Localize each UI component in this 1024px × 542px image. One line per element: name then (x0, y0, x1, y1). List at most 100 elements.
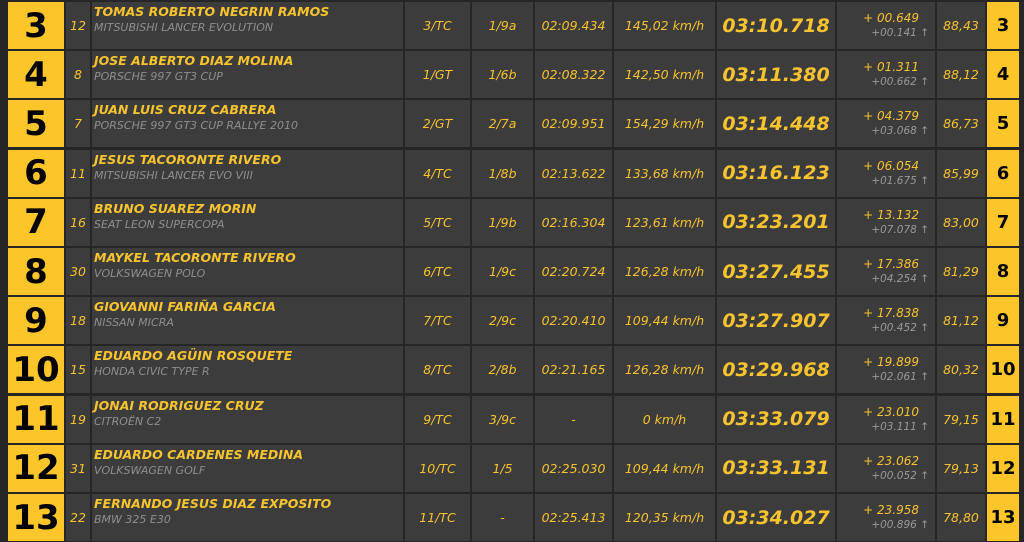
driver-name: EDUARDO CARDENES MEDINA (94, 446, 304, 462)
gap-to-leader: + 01.311 (863, 60, 919, 75)
gap-cell: + 17.838 +00.452 ↑ (837, 297, 935, 345)
crew-cell: FERNANDO JESUS DIAZ EXPOSITO BMW 325 E30 (92, 494, 403, 541)
position-badge: 12 (8, 444, 64, 492)
crew-cell: EDUARDO CARDENES MEDINA VOLKSWAGEN GOLF (92, 444, 403, 492)
position-badge: 9 (8, 297, 64, 345)
position-badge-right: 11 (987, 395, 1019, 443)
table-row: 6 11 JESUS TACORONTE RIVERO MITSUBISHI L… (0, 149, 1024, 197)
class-position: 6/TC (405, 248, 470, 295)
total-time: 03:10.718 (717, 2, 835, 49)
total-time: 03:29.968 (717, 346, 835, 394)
car-number: 16 (66, 198, 90, 246)
percentage: 79,13 (937, 444, 985, 492)
position-badge-right: 10 (987, 346, 1019, 394)
position-badge: 7 (8, 198, 64, 246)
percentage: 81,29 (937, 248, 985, 295)
driver-name: JESUS TACORONTE RIVERO (94, 151, 282, 167)
position-badge: 11 (8, 395, 64, 443)
crew-cell: EDUARDO AGÜIN ROSQUETE HONDA CIVIC TYPE … (92, 346, 403, 394)
group-position: 1/9b (472, 198, 533, 246)
gap-to-leader: + 17.386 (863, 257, 919, 271)
total-time: 03:27.455 (717, 248, 835, 295)
class-position: 7/TC (405, 297, 470, 345)
gap-to-previous: +00.052 ↑ (871, 469, 929, 482)
stage-time: 02:13.622 (535, 149, 612, 197)
crew-cell: TOMAS ROBERTO NEGRIN RAMOS MITSUBISHI LA… (92, 2, 403, 49)
gap-to-previous: +03.111 ↑ (871, 420, 929, 433)
stage-time: 02:20.724 (535, 248, 612, 295)
car-number: 19 (66, 395, 90, 443)
average-speed: 123,61 km/h (614, 198, 715, 246)
car-model: MITSUBISHI LANCER EVO VIII (94, 168, 253, 182)
gap-to-leader: + 19.899 (863, 355, 919, 370)
crew-cell: BRUNO SUAREZ MORIN SEAT LEON SUPERCOPA (92, 198, 403, 246)
table-row: 8 30 MAYKEL TACORONTE RIVERO VOLKSWAGEN … (0, 248, 1024, 295)
driver-name: BRUNO SUAREZ MORIN (94, 200, 257, 216)
position-badge: 10 (8, 346, 64, 394)
car-number: 8 (66, 51, 90, 99)
total-time: 03:33.079 (717, 395, 835, 443)
gap-to-leader: + 04.379 (863, 109, 919, 124)
class-position: 10/TC (405, 444, 470, 492)
group-position: 1/5 (472, 444, 533, 492)
total-time: 03:14.448 (717, 100, 835, 148)
stage-time: 02:08.322 (535, 51, 612, 99)
percentage: 79,15 (937, 395, 985, 443)
total-time: 03:33.131 (717, 444, 835, 492)
percentage: 88,12 (937, 51, 985, 99)
crew-cell: MAYKEL TACORONTE RIVERO VOLKSWAGEN POLO (92, 248, 403, 295)
stage-time: 02:16.304 (535, 198, 612, 246)
table-row: 5 7 JUAN LUIS CRUZ CABRERA PORSCHE 997 G… (0, 100, 1024, 148)
group-position: 2/8b (472, 346, 533, 394)
car-model: PORSCHE 997 GT3 CUP (94, 70, 223, 84)
position-badge-right: 7 (987, 198, 1019, 246)
gap-cell: + 04.379 +03.068 ↑ (837, 100, 935, 148)
position-badge: 13 (8, 494, 64, 541)
gap-to-previous: +07.078 ↑ (871, 223, 929, 236)
group-position: 1/9a (472, 2, 533, 49)
percentage: 78,80 (937, 494, 985, 541)
table-row: 3 12 TOMAS ROBERTO NEGRIN RAMOS MITSUBIS… (0, 2, 1024, 49)
class-position: 5/TC (405, 198, 470, 246)
group-position: 3/9c (472, 395, 533, 443)
class-position: 2/GT (405, 100, 470, 148)
percentage: 81,12 (937, 297, 985, 345)
group-position: - (472, 494, 533, 541)
position-badge-right: 4 (987, 51, 1019, 99)
car-number: 11 (66, 149, 90, 197)
position-badge-right: 8 (987, 248, 1019, 295)
driver-name: JOSE ALBERTO DIAZ MOLINA (94, 53, 294, 69)
percentage: 86,73 (937, 100, 985, 148)
gap-cell: + 19.899 +02.061 ↑ (837, 346, 935, 394)
driver-name: MAYKEL TACORONTE RIVERO (94, 250, 296, 265)
gap-to-leader: + 23.958 (863, 503, 919, 517)
car-number: 15 (66, 346, 90, 394)
gap-to-leader: + 00.649 (863, 11, 919, 25)
position-badge-right: 3 (987, 2, 1019, 49)
gap-to-previous: +00.141 ↑ (871, 27, 929, 39)
car-number: 12 (66, 2, 90, 49)
total-time: 03:16.123 (717, 149, 835, 197)
group-position: 2/7a (472, 100, 533, 148)
gap-cell: + 00.649 +00.141 ↑ (837, 2, 935, 49)
group-position: 1/6b (472, 51, 533, 99)
group-position: 1/9c (472, 248, 533, 295)
total-time: 03:27.907 (717, 297, 835, 345)
driver-name: TOMAS ROBERTO NEGRIN RAMOS (94, 4, 330, 19)
gap-to-previous: +00.452 ↑ (871, 322, 929, 335)
position-badge-right: 5 (987, 100, 1019, 148)
driver-name: GIOVANNI FARIÑA GARCIA (94, 299, 276, 315)
car-model: VOLKSWAGEN POLO (94, 267, 206, 280)
total-time: 03:23.201 (717, 198, 835, 246)
driver-name: EDUARDO AGÜIN ROSQUETE (94, 348, 293, 364)
position-badge-right: 6 (987, 149, 1019, 197)
gap-to-previous: +00.896 ↑ (871, 519, 929, 531)
car-model: NISSAN MICRA (94, 316, 174, 330)
car-number: 7 (66, 100, 90, 148)
car-number: 31 (66, 444, 90, 492)
driver-name: JONAI RODRIGUEZ CRUZ (94, 397, 264, 413)
stage-time: 02:20.410 (535, 297, 612, 345)
gap-to-leader: + 06.054 (863, 158, 919, 173)
gap-to-previous: +04.254 ↑ (871, 273, 929, 285)
percentage: 80,32 (937, 346, 985, 394)
